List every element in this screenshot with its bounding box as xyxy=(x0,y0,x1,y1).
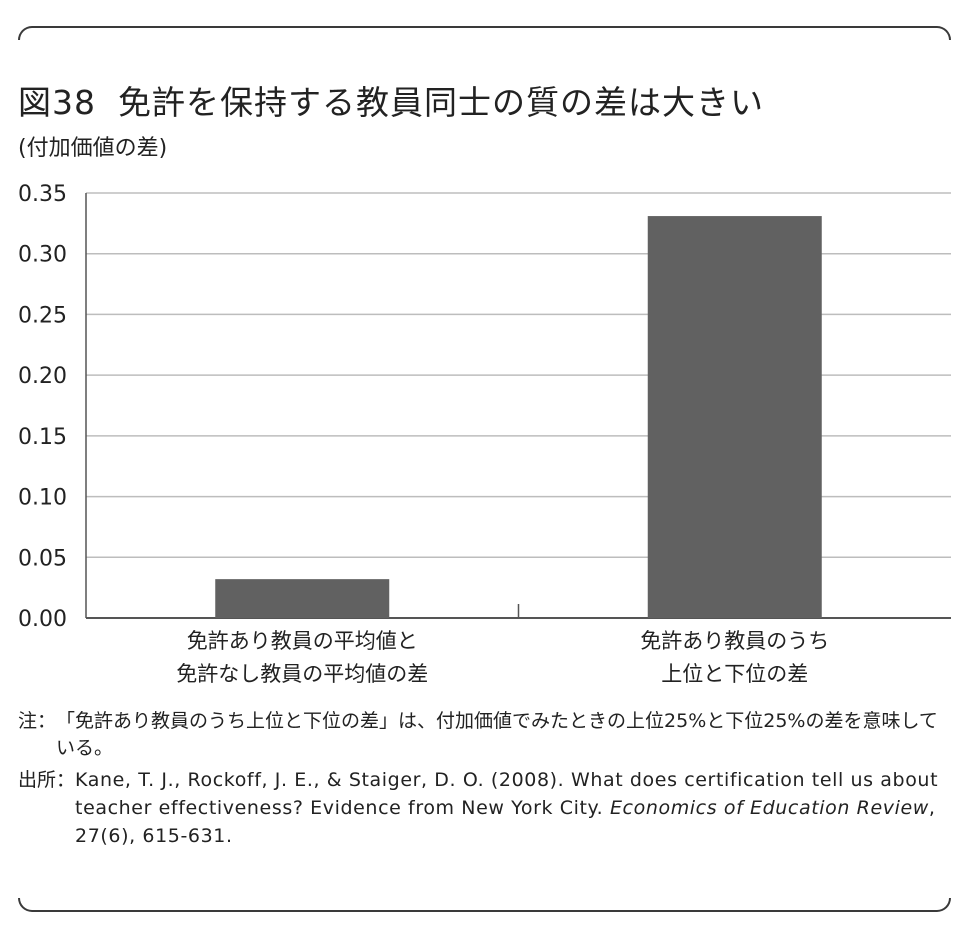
x-category-label: 上位と下位の差 xyxy=(661,662,808,686)
note-label: 注： xyxy=(18,708,56,762)
x-category-label: 免許あり教員のうち xyxy=(640,629,829,653)
bar xyxy=(648,216,822,618)
bar xyxy=(215,579,389,618)
chart-note: 注： 「免許あり教員のうち上位と下位の差」は、付加価値でみたときの上位25%と下… xyxy=(18,708,953,762)
x-category-label: 免許なし教員の平均値の差 xyxy=(176,662,428,686)
y-tick-label: 0.00 xyxy=(18,607,67,632)
y-tick-label: 0.05 xyxy=(18,546,67,571)
note-text: 「免許あり教員のうち上位と下位の差」は、付加価値でみたときの上位25%と下位25… xyxy=(56,708,953,762)
y-tick-label: 0.15 xyxy=(18,425,67,450)
y-tick-label: 0.30 xyxy=(18,243,67,268)
y-tick-label: 0.35 xyxy=(18,182,67,207)
chart-source: 出所： Kane, T. J., Rockoff, J. E., & Staig… xyxy=(18,766,953,850)
frame-bottom-border xyxy=(18,898,951,912)
source-journal: Economics of Education Review xyxy=(610,797,929,819)
y-tick-label: 0.20 xyxy=(18,364,67,389)
y-tick-label: 0.25 xyxy=(18,303,67,328)
x-category-label: 免許あり教員の平均値と xyxy=(187,629,418,653)
y-tick-label: 0.10 xyxy=(18,486,67,511)
bar-chart: 0.00 0.05 0.10 0.15 0.20 0.25 0.30 0.35 免許あり教員の平… xyxy=(0,0,967,700)
source-label: 出所： xyxy=(18,766,75,850)
